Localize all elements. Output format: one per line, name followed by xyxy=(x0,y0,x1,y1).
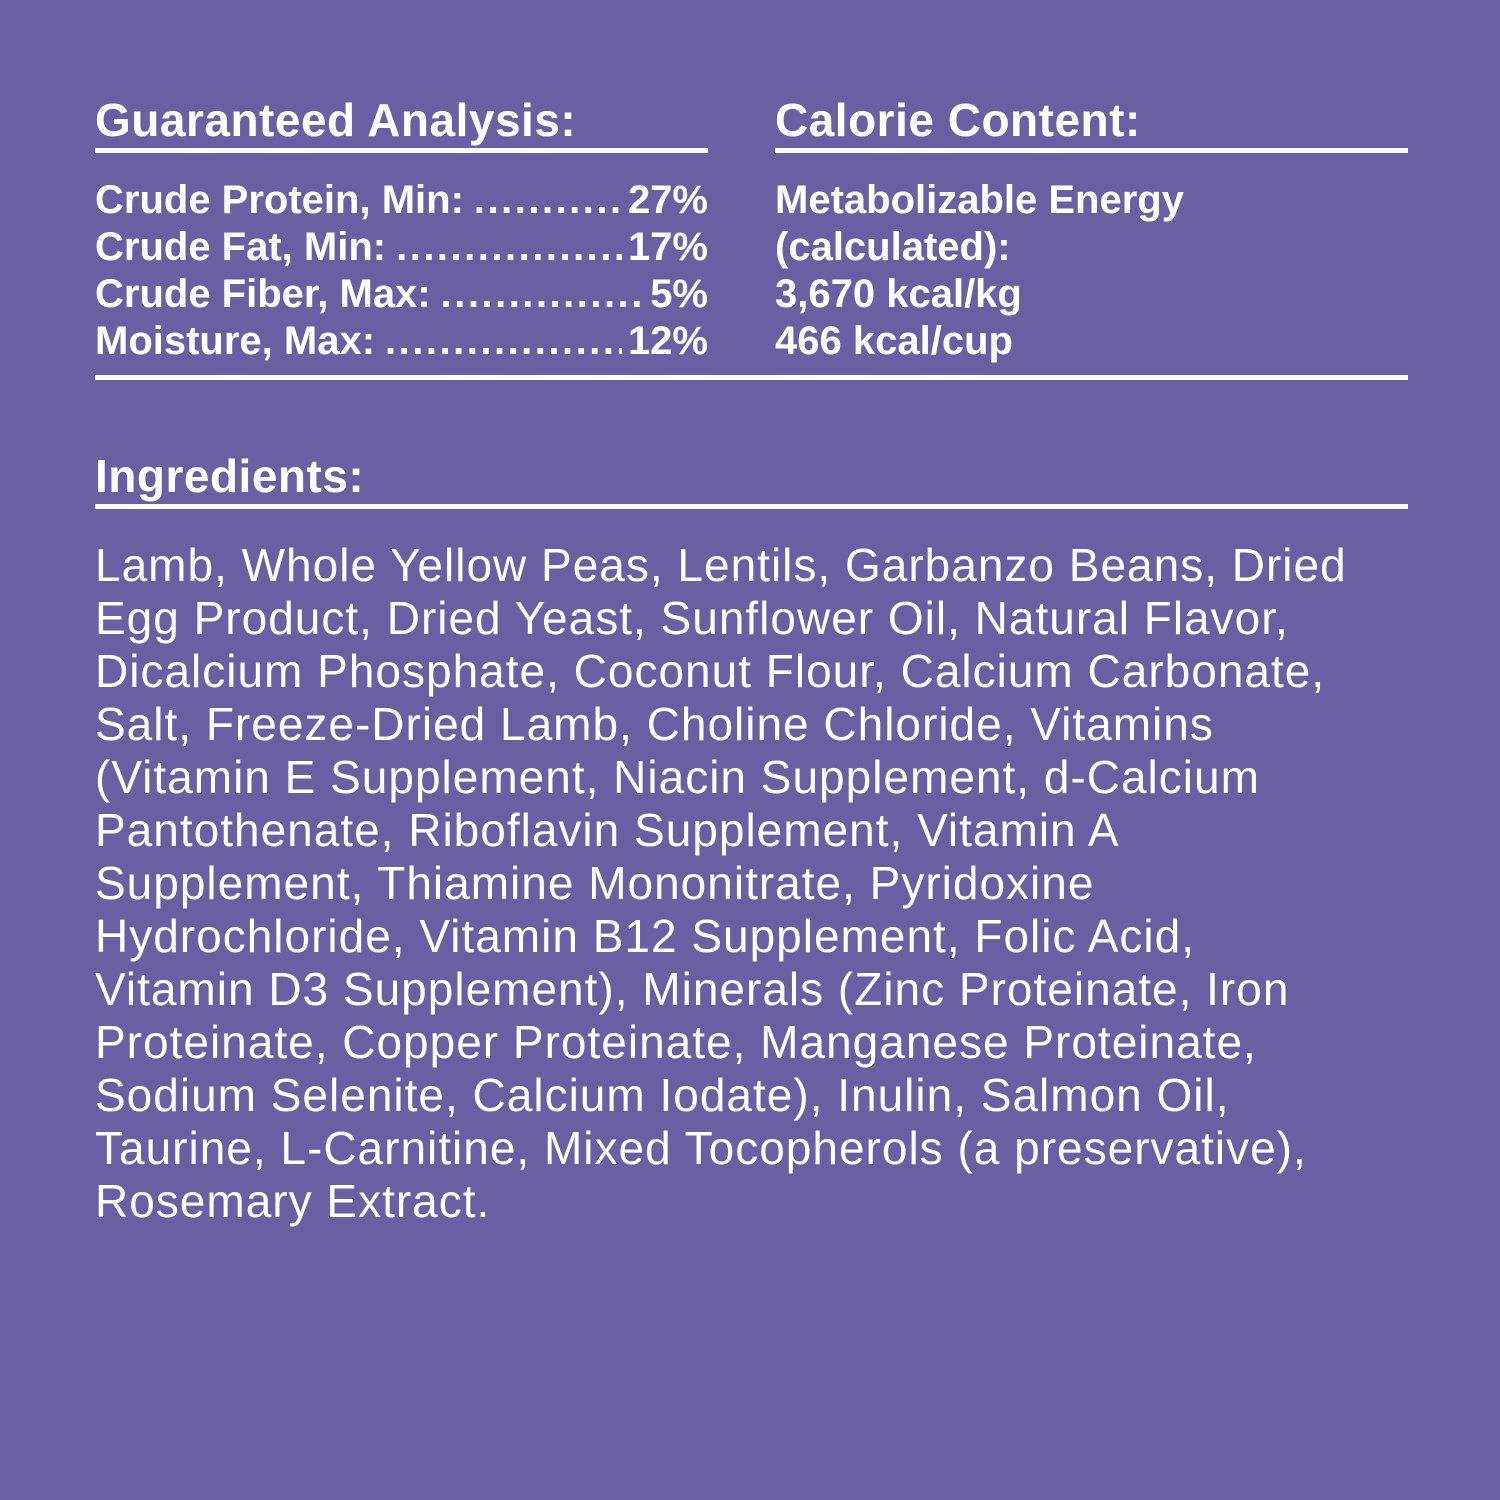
ingredients-line: Vitamin D3 Supplement), Minerals (Zinc P… xyxy=(95,963,1290,1015)
ingredients-line: Taurine, L-Carnitine, Mixed Tocopherols … xyxy=(95,1122,1307,1174)
guaranteed-analysis-heading: Guaranteed Analysis: xyxy=(95,94,577,146)
guaranteed-analysis-rows: Crude Protein, Min: ........... 27% Crud… xyxy=(95,177,708,365)
ingredients-line: Pantothenate, Riboflavin Supplement, Vit… xyxy=(95,804,1120,856)
calorie-content-underline xyxy=(775,148,1408,153)
calorie-content-heading: Calorie Content: xyxy=(775,94,1141,146)
calorie-line-calculated: (calculated): xyxy=(775,225,1011,269)
analysis-row-crude-fiber: Crude Fiber, Max: ................ 5% xyxy=(95,271,708,318)
ingredients-line: Lamb, Whole Yellow Peas, Lentils, Garban… xyxy=(95,539,1347,591)
dot-leader: .................. xyxy=(396,225,622,269)
analysis-row-moisture: Moisture, Max: .................. 12% xyxy=(95,318,708,365)
analysis-calorie-section: Guaranteed Analysis: Crude Protein, Min:… xyxy=(95,96,1408,365)
calorie-content-column: Calorie Content: Metabolizable Energy (c… xyxy=(775,96,1408,365)
calorie-content-lines: Metabolizable Energy (calculated): 3,670… xyxy=(775,177,1408,365)
analysis-value: 12% xyxy=(627,319,708,363)
analysis-row-crude-protein: Crude Protein, Min: ........... 27% xyxy=(95,177,708,224)
analysis-label: Crude Protein, Min: xyxy=(95,178,464,222)
ingredients-line: Hydrochloride, Vitamin B12 Supplement, F… xyxy=(95,910,1196,962)
analysis-row-crude-fat: Crude Fat, Min: .................. 17% xyxy=(95,224,708,271)
ingredients-line: Salt, Freeze-Dried Lamb, Choline Chlorid… xyxy=(95,698,1214,750)
analysis-label: Moisture, Max: xyxy=(95,319,376,363)
ingredients-line: Sodium Selenite, Calcium Iodate), Inulin… xyxy=(95,1069,1230,1121)
analysis-value: 17% xyxy=(627,225,708,269)
ingredients-section: Ingredients: Lamb, Whole Yellow Peas, Le… xyxy=(95,452,1408,1228)
ingredients-text: Lamb, Whole Yellow Peas, Lentils, Garban… xyxy=(95,539,1408,1228)
analysis-value: 5% xyxy=(650,272,708,316)
ingredients-line: Supplement, Thiamine Mononitrate, Pyrido… xyxy=(95,857,1095,909)
ingredients-line: Egg Product, Dried Yeast, Sunflower Oil,… xyxy=(95,592,1289,644)
analysis-value: 27% xyxy=(627,178,708,222)
ingredients-line: Rosemary Extract. xyxy=(95,1175,491,1227)
analysis-label: Crude Fat, Min: xyxy=(95,225,387,269)
analysis-label: Crude Fiber, Max: xyxy=(95,272,431,316)
guaranteed-analysis-underline xyxy=(95,148,708,153)
calorie-line-metabolizable-energy: Metabolizable Energy xyxy=(775,178,1184,222)
dot-leader: ................ xyxy=(440,272,645,316)
dot-leader: ........... xyxy=(473,178,622,222)
ingredients-line: Dicalcium Phosphate, Coconut Flour, Calc… xyxy=(95,645,1326,697)
calorie-line-kcal-cup: 466 kcal/cup xyxy=(775,319,1013,363)
guaranteed-analysis-column: Guaranteed Analysis: Crude Protein, Min:… xyxy=(95,96,708,365)
ingredients-underline xyxy=(95,504,1408,509)
ingredients-line: Proteinate, Copper Proteinate, Manganese… xyxy=(95,1016,1257,1068)
dot-leader: .................. xyxy=(385,319,622,363)
ingredients-heading: Ingredients: xyxy=(95,450,365,502)
ingredients-line: (Vitamin E Supplement, Niacin Supplement… xyxy=(95,751,1260,803)
section-divider xyxy=(95,375,1408,380)
calorie-line-kcal-kg: 3,670 kcal/kg xyxy=(775,272,1022,316)
